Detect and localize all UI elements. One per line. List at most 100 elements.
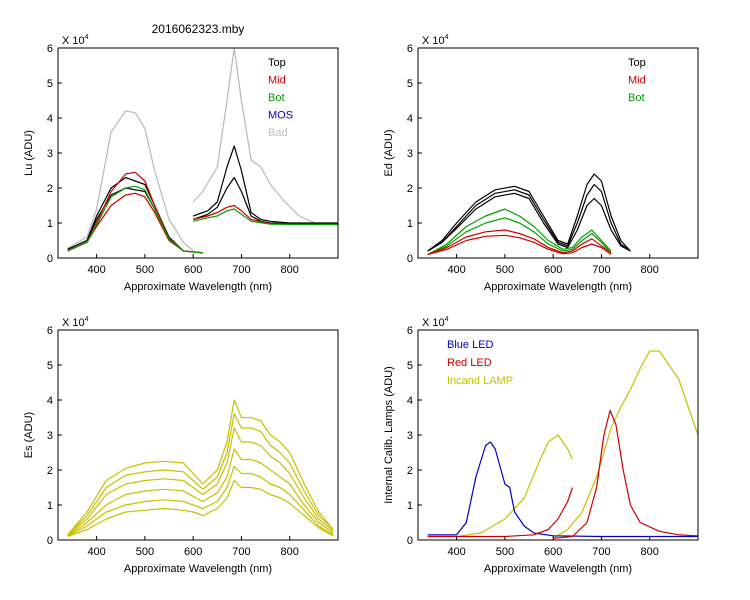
lamps-xtick-label-500: 500 [496, 546, 514, 558]
lu-ylabel: Lu (ADU) [23, 130, 35, 176]
es-xtick-label-500: 500 [136, 546, 154, 558]
lu-ytick-label-3: 3 [47, 148, 53, 160]
ed-xlabel: Approximate Wavelength (nm) [484, 281, 632, 293]
ed-legend-bot: Bot [628, 92, 645, 104]
lu-xtick-label-500: 500 [136, 264, 154, 276]
lu-series-mid-8 [193, 204, 338, 225]
lamps-ylabel: Internal Calib. Lamps (ADU) [383, 366, 395, 504]
lu-scale-exponent: 4 [85, 34, 89, 41]
lamps-legend-red-led: Red LED [447, 357, 492, 369]
lamps-series-red-led-3 [427, 487, 574, 538]
es-panel: 400 500 600 700 800 0 1 2 3 4 5 6 X 104 Approximate W… [23, 316, 339, 575]
es-xtick-label-700: 700 [232, 546, 250, 558]
lamps-ytick-label-0: 0 [407, 535, 413, 547]
es-series-es-5 [67, 479, 334, 538]
es-ytick-label-1: 1 [47, 500, 53, 512]
lamps-ytick-label-6: 6 [407, 325, 413, 337]
ed-ytick-label-3: 3 [407, 148, 413, 160]
lu-plot-frame [57, 47, 339, 259]
lamps-ytick-label-1: 1 [407, 500, 413, 512]
lamps-ytick-label-4: 4 [407, 395, 413, 407]
es-xtick-label-600: 600 [184, 546, 202, 558]
lu-series-bot-9 [67, 185, 203, 254]
lu-xtick-label-800: 800 [281, 264, 299, 276]
ed-series-group [427, 173, 631, 256]
lamps-scale-exponent: 4 [445, 316, 449, 323]
lu-legend-mid: Mid [268, 75, 286, 87]
ed-ylabel: Ed (ADU) [383, 129, 395, 176]
ed-series-mid-5 [427, 229, 612, 256]
es-scale-exponent: 4 [85, 316, 89, 323]
lu-series-top-3 [67, 187, 203, 254]
ed-xtick-label-600: 600 [544, 264, 562, 276]
ed-ytick-label-6: 6 [407, 43, 413, 55]
ed-panel: 400 500 600 700 800 0 1 2 3 4 5 6 X 104 Approximate W… [383, 34, 699, 293]
lu-series-group [67, 48, 338, 254]
ed-series-top-1 [427, 183, 631, 252]
lamps-series-group [427, 350, 698, 539]
lamps-legend-incand-lamp: Incand LAMP [447, 375, 513, 387]
lu-ytick-label-2: 2 [47, 183, 53, 195]
lamps-series-incand-lamp-0 [427, 434, 574, 538]
lu-series-top-4 [192, 145, 338, 224]
es-ytick-label-3: 3 [47, 430, 53, 442]
ed-ytick-label-4: 4 [407, 113, 413, 125]
es-ytick-label-2: 2 [47, 465, 53, 477]
lu-series-bot-10 [193, 208, 338, 225]
lamps-xtick-label-600: 600 [544, 546, 562, 558]
es-ytick-label-6: 6 [47, 325, 53, 337]
lamps-series-incand-lamp-1 [552, 350, 698, 539]
es-series-es-1 [67, 413, 334, 536]
lamps-xtick-label-700: 700 [592, 546, 610, 558]
es-series-es-0 [67, 399, 334, 536]
lu-legend-bot: Bot [268, 92, 285, 104]
lu-panel: 400 500 600 700 800 0 1 2 3 4 5 6 X 104 Approximate W… [23, 34, 339, 293]
lamps-xtick-label-800: 800 [641, 546, 659, 558]
lu-ytick-label-4: 4 [47, 113, 53, 125]
ed-series-top-2 [427, 192, 631, 252]
file-title: 2016062323.mby [152, 22, 245, 36]
lamps-legend-blue-led: Blue LED [447, 339, 494, 351]
es-xlabel: Approximate Wavelength (nm) [124, 563, 272, 575]
lamps-series-blue-led-2 [427, 441, 698, 538]
ed-xtick-label-400: 400 [447, 264, 465, 276]
lamps-ytick-label-5: 5 [407, 360, 413, 372]
lu-series-mid-7 [67, 192, 203, 254]
es-xtick-label-400: 400 [87, 546, 105, 558]
lu-xtick-label-600: 600 [184, 264, 202, 276]
lamps-ytick-label-2: 2 [407, 465, 413, 477]
lu-xtick-label-400: 400 [87, 264, 105, 276]
lu-series-bad-1 [192, 48, 338, 226]
lu-series-bad-0 [67, 110, 194, 252]
lamps-scale-label: X 104 [422, 316, 449, 329]
es-ytick-label-5: 5 [47, 360, 53, 372]
lamps-panel: 400 500 600 700 800 0 1 2 3 4 5 6 X 104 Approximate W… [383, 316, 699, 575]
lamps-xlabel: Approximate Wavelength (nm) [484, 563, 632, 575]
ed-ytick-label-1: 1 [407, 218, 413, 230]
ed-series-bot-4 [427, 217, 612, 256]
lu-legend-mos: MOS [268, 110, 293, 122]
es-ylabel: Es (ADU) [23, 412, 35, 458]
lu-scale-label: X 104 [62, 34, 89, 47]
ed-series-bot-3 [427, 208, 612, 256]
es-series-es-2 [67, 427, 334, 536]
es-ytick-label-4: 4 [47, 395, 53, 407]
ed-xtick-label-800: 800 [641, 264, 659, 276]
es-series-es-4 [67, 465, 334, 537]
es-scale-label: X 104 [62, 316, 89, 329]
ed-xtick-label-700: 700 [592, 264, 610, 276]
ed-ytick-label-2: 2 [407, 183, 413, 195]
ed-scale-label: X 104 [422, 34, 449, 47]
ed-xtick-label-500: 500 [496, 264, 514, 276]
ed-ytick-label-5: 5 [407, 78, 413, 90]
lamps-xtick-label-400: 400 [447, 546, 465, 558]
lu-series-top-2 [67, 176, 203, 254]
ed-ytick-label-0: 0 [407, 253, 413, 265]
lu-ytick-label-6: 6 [47, 43, 53, 55]
es-series-group [67, 399, 334, 538]
ed-legend-mid: Mid [628, 75, 646, 87]
lu-legend-bad: Bad [268, 127, 288, 139]
ed-legend-top: Top [628, 57, 646, 69]
ed-series-mid-6 [427, 234, 612, 256]
